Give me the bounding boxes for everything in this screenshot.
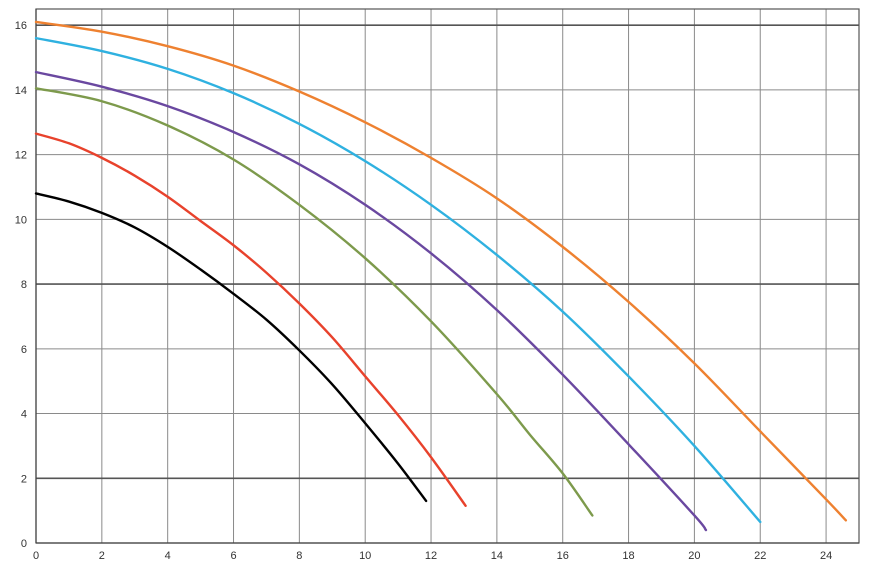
x-tick-label-0: 0: [33, 550, 39, 562]
x-tick-label-10: 10: [359, 550, 371, 562]
y-tick-label-6: 6: [21, 344, 27, 356]
y-tick-label-12: 12: [15, 150, 27, 162]
series-line-5: [34, 36, 762, 524]
x-tick-label-12: 12: [425, 550, 437, 562]
x-tick-label-24: 24: [820, 550, 832, 562]
x-tick-label-8: 8: [296, 550, 302, 562]
series-group: [34, 20, 848, 532]
x-tick-label-2: 2: [99, 550, 105, 562]
series-line-1: [34, 192, 428, 503]
y-tick-label-8: 8: [21, 279, 27, 291]
x-tick-label-6: 6: [230, 550, 236, 562]
series-line-6: [34, 20, 848, 522]
axes: [35, 8, 860, 544]
x-tick-label-20: 20: [688, 550, 700, 562]
y-tick-label-14: 14: [15, 85, 27, 97]
grid: [36, 9, 859, 543]
x-tick-label-14: 14: [491, 550, 503, 562]
series-line-2: [34, 132, 467, 507]
plot-frame: [35, 8, 860, 544]
x-tick-label-18: 18: [622, 550, 634, 562]
y-tick-label-0: 0: [21, 538, 27, 550]
y-tick-label-10: 10: [15, 214, 27, 226]
x-tick-label-4: 4: [165, 550, 171, 562]
series-line-3: [34, 87, 594, 517]
y-tick-label-2: 2: [21, 473, 27, 485]
series-line-4: [34, 70, 708, 532]
x-tick-label-16: 16: [557, 550, 569, 562]
y-tick-label-16: 16: [15, 20, 27, 32]
x-tick-label-22: 22: [754, 550, 766, 562]
y-tick-label-4: 4: [21, 409, 27, 421]
